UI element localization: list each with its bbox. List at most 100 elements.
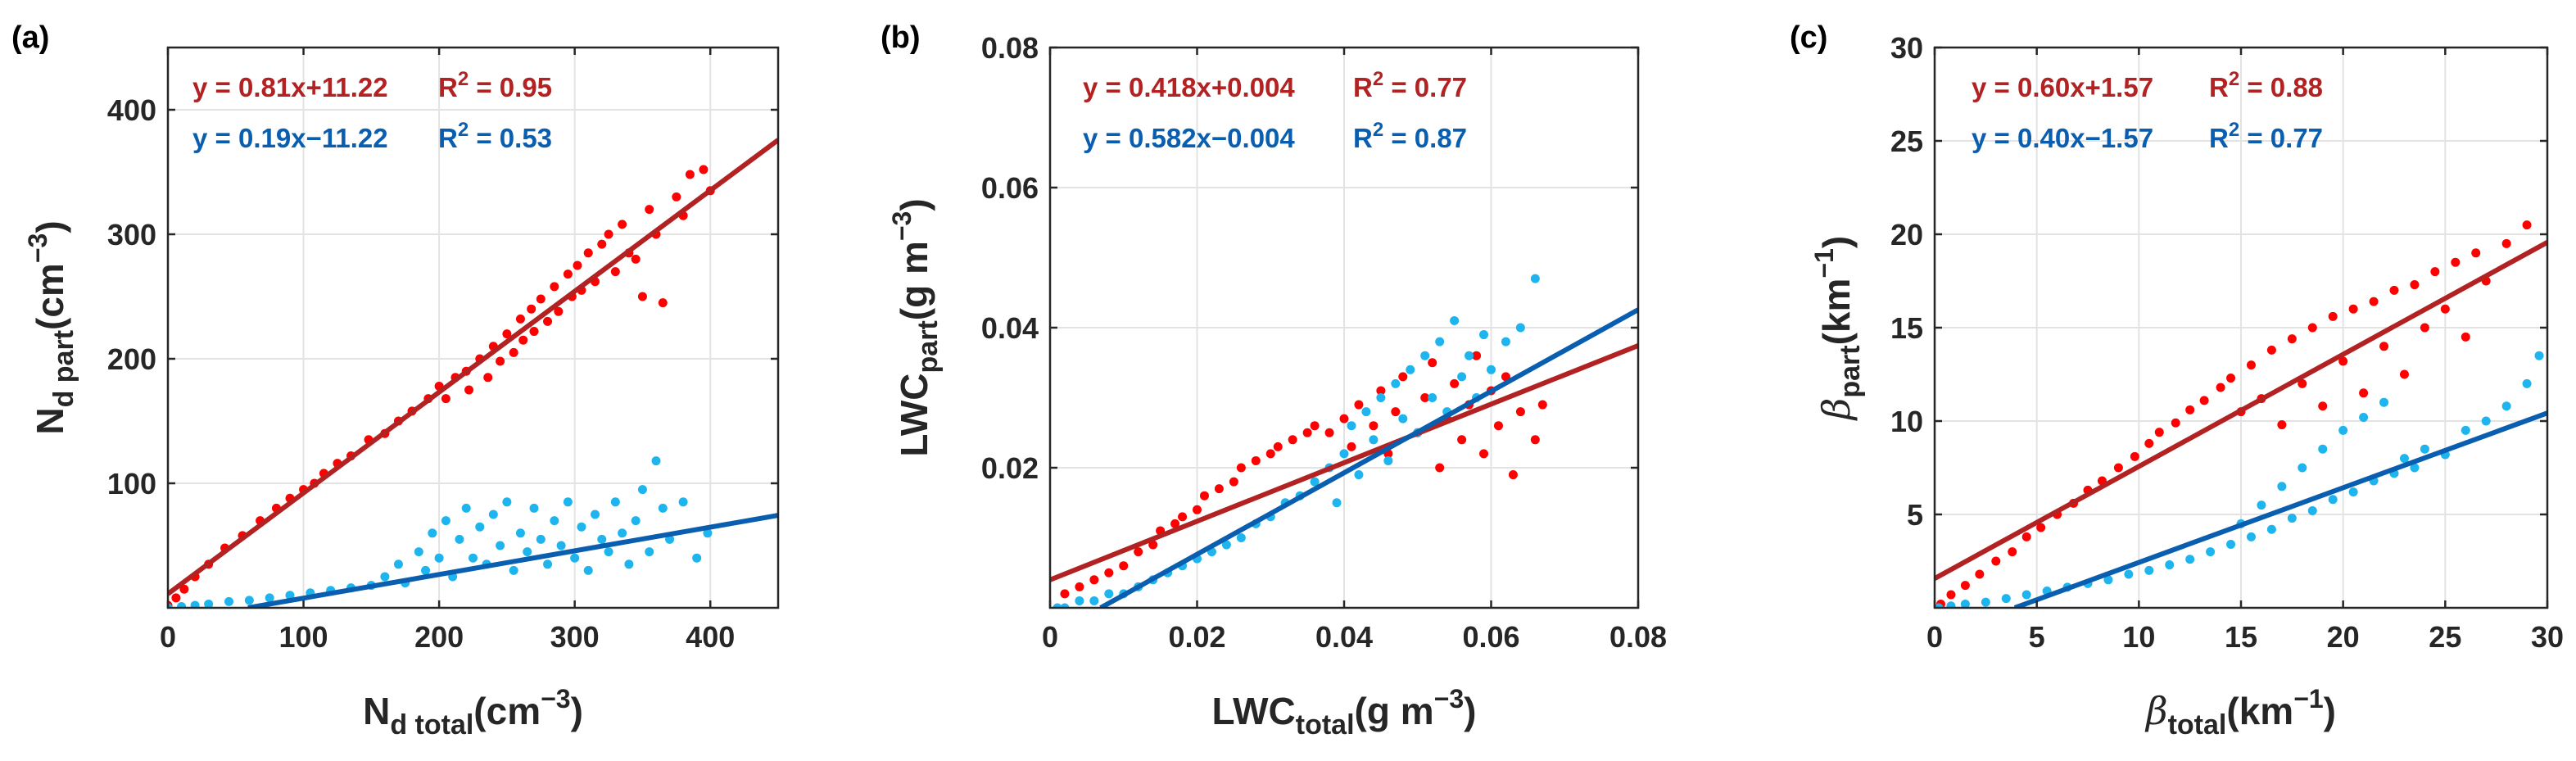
- x-tick-label: 25: [2429, 620, 2461, 654]
- data-point: [1501, 337, 1510, 347]
- data-point: [658, 503, 668, 513]
- data-point: [651, 456, 661, 466]
- data-point: [1391, 378, 1401, 388]
- data-point: [2451, 257, 2461, 267]
- data-point: [1354, 400, 1364, 410]
- data-point: [1178, 512, 1188, 522]
- data-point: [1991, 556, 2001, 566]
- data-point: [2287, 334, 2297, 344]
- r-squared-value: = 0.95: [469, 72, 552, 102]
- panel-label: (c): [1790, 20, 1827, 55]
- data-point: [1487, 365, 1496, 374]
- axis-label-subscript: total: [1296, 709, 1355, 741]
- x-tick-label: 0.02: [1168, 620, 1225, 654]
- x-tick-label: 400: [686, 620, 735, 654]
- data-point: [1089, 596, 1099, 605]
- data-point: [1148, 540, 1158, 550]
- x-tick-label: 5: [2029, 620, 2045, 654]
- y-tick-label: 300: [107, 218, 156, 251]
- data-point: [177, 601, 187, 608]
- x-tick-label: 0: [160, 620, 176, 654]
- x-tick-label: 30: [2531, 620, 2564, 654]
- x-tick-label: 300: [550, 620, 600, 654]
- data-point: [1369, 435, 1379, 445]
- data-point: [536, 534, 546, 544]
- data-point: [475, 522, 485, 532]
- data-point: [2461, 425, 2470, 435]
- data-point: [583, 565, 593, 575]
- panel-label: (b): [881, 20, 921, 55]
- y-tick-label: 100: [107, 467, 156, 501]
- data-point: [2369, 297, 2379, 306]
- data-point: [2036, 523, 2046, 532]
- data-point: [2185, 555, 2195, 564]
- axis-label-unit: (g m: [893, 241, 935, 320]
- data-point: [2338, 425, 2348, 435]
- fit-equation-blue: y = 0.40x−1.57: [1972, 123, 2153, 153]
- data-point: [2287, 514, 2297, 523]
- data-point: [1119, 561, 1129, 571]
- data-point: [597, 239, 607, 249]
- data-point: [1391, 407, 1401, 417]
- data-point: [529, 327, 539, 337]
- r-squared-value: = 0.77: [1383, 72, 1467, 102]
- axis-label-close: ): [29, 220, 71, 233]
- data-point: [2307, 505, 2317, 515]
- series-blue-points: [1053, 274, 1540, 608]
- data-point: [393, 559, 403, 569]
- axis-label-base: β: [2144, 689, 2168, 733]
- data-point: [1324, 428, 1334, 437]
- data-point: [414, 547, 423, 557]
- data-point: [1383, 455, 1393, 465]
- chart-panel-2: 0 0.02 0.04 0.06 0.080.020.040.060.08LWCtota…: [881, 20, 1667, 741]
- data-point: [1530, 274, 1540, 283]
- data-point: [1508, 470, 1518, 480]
- x-tick-label: 10: [2122, 620, 2155, 654]
- y-tick-label: 0.08: [981, 31, 1039, 65]
- data-point: [1273, 442, 1283, 451]
- data-point: [2501, 238, 2511, 248]
- data-point: [624, 559, 634, 569]
- data-point: [1450, 315, 1460, 325]
- data-point: [2165, 560, 2175, 570]
- data-point: [502, 329, 512, 339]
- data-point: [2501, 401, 2511, 411]
- data-point: [2257, 501, 2266, 510]
- y-tick-label: 5: [1907, 498, 1923, 532]
- data-point: [2318, 444, 2328, 454]
- data-point: [2226, 539, 2236, 549]
- data-point: [2399, 454, 2409, 464]
- axis-label-unit: (cm: [473, 690, 541, 732]
- axis-label-base: LWC: [1212, 690, 1296, 732]
- data-point: [171, 593, 181, 603]
- fit-line-red: [168, 138, 778, 596]
- axis-label-close: ): [893, 198, 935, 211]
- series-blue-points: [1935, 351, 2544, 608]
- data-point: [244, 596, 254, 605]
- data-point: [2226, 374, 2236, 383]
- data-point: [1435, 337, 1445, 347]
- y-tick-label: 10: [1890, 405, 1923, 438]
- data-point: [1398, 372, 1408, 382]
- data-point: [2410, 280, 2420, 290]
- axis-label-subscript: part: [1835, 345, 1866, 397]
- data-point: [529, 503, 539, 513]
- y-tick-label: 20: [1890, 218, 1923, 251]
- fit-equation-blue: y = 0.19x−11.22: [192, 123, 388, 153]
- data-point: [483, 373, 493, 383]
- r-squared-label: R: [438, 123, 458, 153]
- x-axis-label: βtotal(km−1): [2144, 684, 2336, 741]
- r-squared-label: R: [1353, 123, 1373, 153]
- data-point: [1199, 491, 1209, 501]
- x-tick-label: 0: [1926, 620, 1943, 654]
- data-point: [2481, 416, 2491, 426]
- r-squared-superscript: 2: [1373, 68, 1383, 90]
- data-point: [2103, 575, 2113, 585]
- data-point: [570, 553, 580, 563]
- y-tick-label: 15: [1890, 311, 1923, 345]
- r-squared-blue: R2 = 0.87: [1353, 119, 1467, 153]
- data-point: [618, 220, 627, 229]
- data-point: [658, 298, 668, 308]
- data-point: [421, 565, 431, 575]
